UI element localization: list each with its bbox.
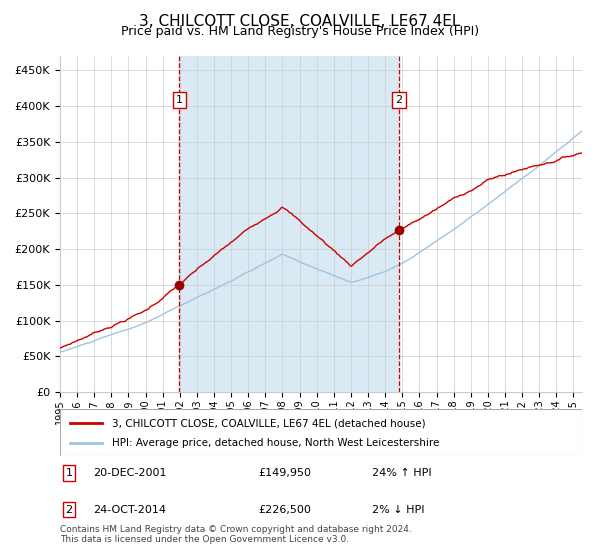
- Text: 3, CHILCOTT CLOSE, COALVILLE, LE67 4EL (detached house): 3, CHILCOTT CLOSE, COALVILLE, LE67 4EL (…: [112, 418, 426, 428]
- Text: 1: 1: [65, 468, 73, 478]
- Text: £226,500: £226,500: [258, 505, 311, 515]
- Text: HPI: Average price, detached house, North West Leicestershire: HPI: Average price, detached house, Nort…: [112, 438, 440, 448]
- Text: 2% ↓ HPI: 2% ↓ HPI: [372, 505, 425, 515]
- Text: 24-OCT-2014: 24-OCT-2014: [93, 505, 166, 515]
- Text: 20-DEC-2001: 20-DEC-2001: [93, 468, 167, 478]
- Text: Contains HM Land Registry data © Crown copyright and database right 2024.
This d: Contains HM Land Registry data © Crown c…: [60, 525, 412, 544]
- Text: £149,950: £149,950: [258, 468, 311, 478]
- FancyBboxPatch shape: [60, 409, 582, 456]
- Text: Price paid vs. HM Land Registry's House Price Index (HPI): Price paid vs. HM Land Registry's House …: [121, 25, 479, 38]
- Bar: [179, 56, 399, 392]
- Text: 3, CHILCOTT CLOSE, COALVILLE, LE67 4EL: 3, CHILCOTT CLOSE, COALVILLE, LE67 4EL: [139, 14, 461, 29]
- Text: 24% ↑ HPI: 24% ↑ HPI: [372, 468, 431, 478]
- Text: 2: 2: [65, 505, 73, 515]
- Text: 2: 2: [395, 95, 403, 105]
- Text: 1: 1: [176, 95, 183, 105]
